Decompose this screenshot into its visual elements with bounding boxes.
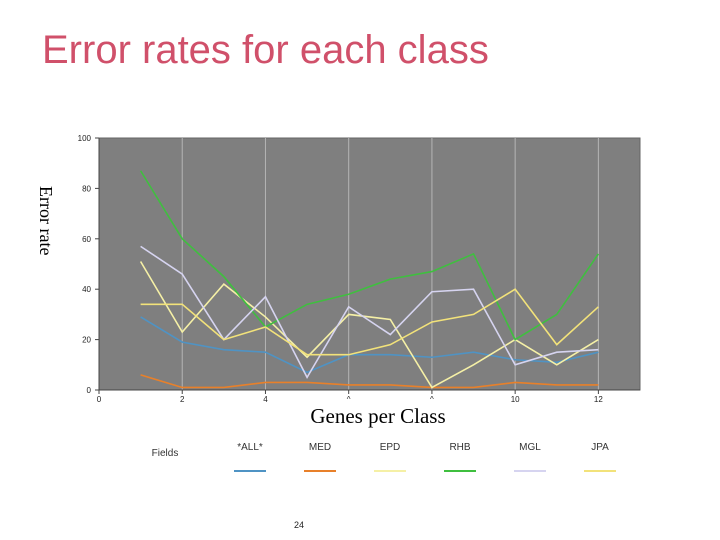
axes: 0 20 40 60 80 100 0 2 4 ^ ^ 10 12 — [78, 134, 640, 404]
y-axis-title: Error rate — [36, 186, 56, 255]
y-tick-label: 0 — [87, 386, 92, 395]
y-tick-label: 40 — [82, 285, 91, 294]
y-tick-label: 20 — [82, 336, 91, 345]
x-tick-label: ^ — [430, 395, 434, 404]
series-line — [140, 245, 599, 380]
series-line — [140, 316, 599, 374]
x-tick-label: 4 — [263, 395, 268, 404]
legend-label: EPD — [380, 442, 401, 453]
legend-label: *ALL* — [237, 442, 263, 453]
legend-label: JPA — [591, 442, 609, 453]
page-number: 24 — [294, 520, 305, 530]
x-tick-label: 0 — [97, 395, 102, 404]
x-tick-label: 2 — [180, 395, 185, 404]
series-line — [140, 288, 599, 356]
y-tick-label: 100 — [78, 134, 92, 143]
y-tick-label: 80 — [82, 184, 91, 193]
series-line — [139, 261, 599, 389]
slide-title: Error rates for each class — [42, 28, 489, 72]
x-axis-title: Genes per Class — [310, 404, 445, 428]
series-line — [140, 374, 599, 389]
series-lines — [139, 170, 600, 389]
legend-label: MED — [309, 442, 331, 453]
x-tick-label: 10 — [511, 395, 520, 404]
series-line — [139, 170, 600, 341]
legend-label: RHB — [449, 442, 470, 453]
legend-label: MGL — [519, 442, 541, 453]
plot-background — [98, 137, 641, 391]
plot-area — [98, 137, 641, 391]
y-tick-label: 60 — [82, 235, 91, 244]
legend-title: Fields — [152, 448, 179, 459]
legend: Fields *ALL* MED EPD RHB MGL JPA — [152, 442, 616, 472]
x-tick-label: ^ — [347, 395, 351, 404]
x-tick-label: 12 — [594, 395, 603, 404]
